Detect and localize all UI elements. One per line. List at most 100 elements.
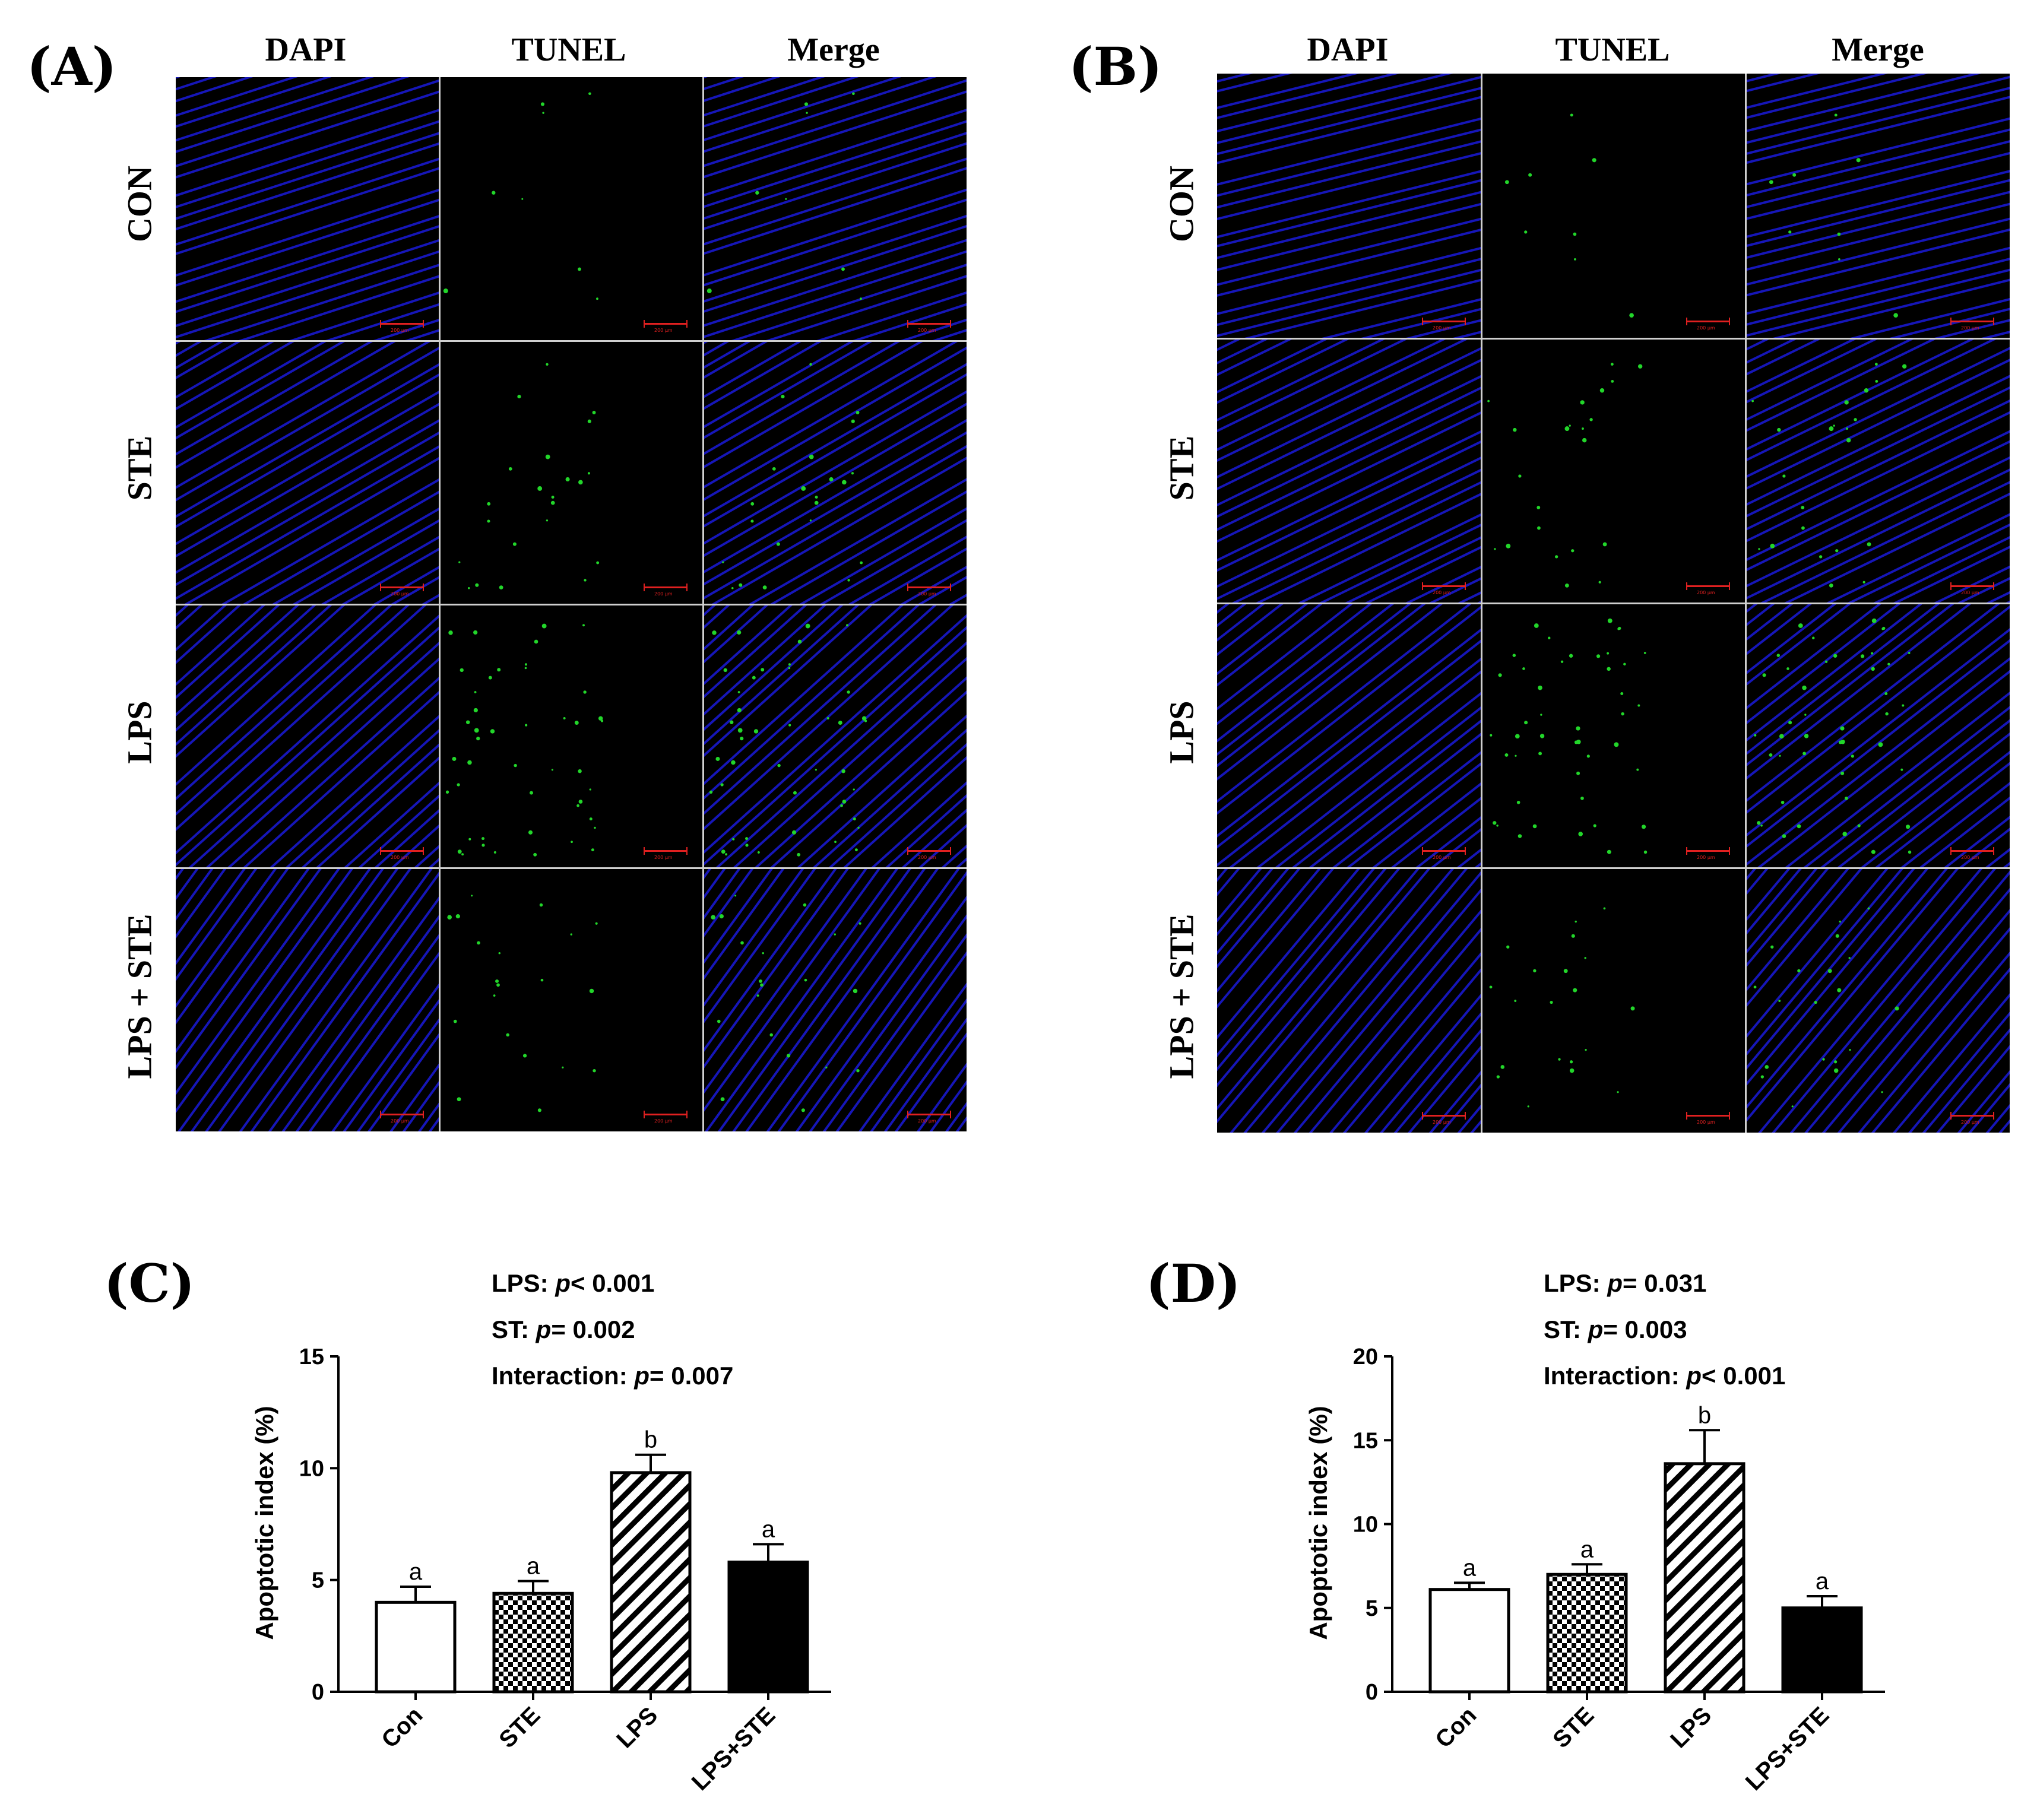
bar-con <box>1428 1588 1510 1694</box>
micrograph-lps-merge: 200 μm <box>703 604 967 868</box>
x-tick-label: Con <box>1430 1702 1481 1753</box>
micrograph-ste-merge: 200 μm <box>703 341 967 604</box>
x-tick-label: STE <box>494 1702 545 1753</box>
micrograph-image <box>176 77 439 341</box>
micrograph-image <box>447 895 598 1112</box>
significance-letter: a <box>1580 1536 1594 1562</box>
p-symbol: p <box>1588 1315 1604 1343</box>
panel-label-c: (C) <box>104 1253 195 1314</box>
scale-bar-label: 200 μm <box>654 591 673 597</box>
x-tick-label: LPS+STE <box>687 1702 781 1793</box>
y-tick-label: 20 <box>1353 1345 1378 1369</box>
y-tick-label: 0 <box>1366 1680 1378 1705</box>
micrograph-lps-ste-merge: 200 μm <box>703 868 967 1131</box>
scale-bar <box>1686 847 1730 855</box>
y-tick-label: 15 <box>1353 1428 1378 1453</box>
micrograph-lps-merge: 200 μm <box>1745 603 2010 868</box>
micrograph-image <box>176 868 439 1131</box>
scale-bar-label: 200 μm <box>1433 325 1451 331</box>
stat-value: = 0.003 <box>1603 1315 1687 1343</box>
column-header-tunel: TUNEL <box>1555 31 1670 68</box>
micrograph-lps-ste-dapi: 200 μm <box>1217 868 1481 1133</box>
scale-bar-label: 200 μm <box>1697 855 1715 860</box>
scale-bar <box>380 1111 424 1118</box>
row-label-con: CON <box>1162 166 1201 242</box>
scale-bar-label: 200 μm <box>1433 590 1451 595</box>
error-bar <box>518 1580 549 1594</box>
scale-bar <box>380 584 424 591</box>
p-symbol: p <box>634 1362 650 1390</box>
scale-bar <box>380 847 424 855</box>
micrograph-con-merge: 200 μm <box>703 77 967 341</box>
micrograph-image <box>1745 603 2010 868</box>
scale-bar <box>1686 318 1730 325</box>
micrograph-ste-dapi: 200 μm <box>1217 338 1481 603</box>
micrograph-image <box>703 77 967 341</box>
micrograph-image <box>1487 363 1643 588</box>
scale-bar-label: 200 μm <box>654 1118 673 1124</box>
bar-chart-c: 0 5 10 15 Apoptotic index (%) a Con a STE b LPS a LP… <box>251 1345 831 1793</box>
scale-bar-label: 200 μm <box>1961 855 1979 860</box>
row-label-ste: STE <box>120 435 159 501</box>
scale-bar-label: 200 μm <box>1697 1120 1715 1125</box>
tile-divider <box>1217 603 2010 604</box>
scale-bar-label: 200 μm <box>654 855 673 860</box>
stat-value: = 0.007 <box>650 1362 734 1390</box>
bar-lps-ste <box>727 1561 809 1694</box>
p-symbol: p <box>555 1269 571 1297</box>
error-bar <box>1689 1429 1720 1464</box>
bar-ste <box>1546 1572 1628 1694</box>
stat-value: < 0.001 <box>1702 1362 1786 1390</box>
scale-bar <box>907 1111 951 1118</box>
scale-bar <box>644 584 688 591</box>
micrograph-image <box>1217 338 1481 603</box>
x-tick-label: STE <box>1548 1702 1599 1753</box>
micrograph-image <box>1745 338 2010 603</box>
scale-bar-label: 200 μm <box>1961 325 1979 331</box>
significance-letter: a <box>527 1553 540 1580</box>
y-axis-label: Apoptotic index (%) <box>1304 1406 1332 1640</box>
stat-label: Interaction: <box>492 1362 635 1390</box>
bar-con <box>375 1600 457 1694</box>
significance-letter: a <box>1816 1568 1829 1594</box>
micrograph-image <box>176 604 439 868</box>
micrograph-image <box>176 341 439 604</box>
scale-bar-label: 200 μm <box>918 591 936 597</box>
micrograph-image <box>703 868 967 1131</box>
scale-bar-label: 200 μm <box>654 328 673 333</box>
x-tick-label: LPS <box>612 1702 663 1753</box>
tile-divider <box>1217 867 2010 869</box>
stat-lps-c: LPS: p< 0.001 <box>492 1269 654 1298</box>
micrograph-image <box>1745 74 2010 338</box>
micrograph-image <box>1217 603 1481 868</box>
scale-bar <box>907 320 951 328</box>
bar-chart-d: 0 5 10 15 20 Apoptotic index (%) a Con a STE b LPS a… <box>1304 1345 1885 1793</box>
scale-bar <box>1422 318 1466 325</box>
scale-bar <box>1686 582 1730 590</box>
stat-label: LPS: <box>492 1269 556 1297</box>
tile-divider <box>1217 338 2010 340</box>
stat-label: ST: <box>1544 1315 1588 1343</box>
micrograph-lps-ste-tunel: 200 μm <box>1481 868 1745 1133</box>
scale-bar-label: 200 μm <box>1433 855 1451 860</box>
scale-bar <box>1950 1112 1994 1120</box>
scale-bar <box>907 847 951 855</box>
tile-divider <box>176 867 967 869</box>
panel-label-a: (A) <box>27 36 117 97</box>
scale-bar-label: 200 μm <box>1433 1120 1451 1125</box>
y-axis-label: Apoptotic index (%) <box>251 1406 278 1640</box>
micrograph-ste-merge: 200 μm <box>1745 338 2010 603</box>
scale-bar-label: 200 μm <box>391 591 409 597</box>
y-tick-label: 10 <box>299 1456 324 1481</box>
tile-divider <box>176 340 967 342</box>
micrograph-image <box>443 92 598 300</box>
error-bar <box>400 1585 431 1603</box>
scale-bar-label: 200 μm <box>1697 325 1715 331</box>
row-label-lps: LPS <box>1162 700 1201 764</box>
x-tick-label: Con <box>376 1702 427 1753</box>
scale-bar <box>1422 847 1466 855</box>
scale-bar <box>380 320 424 328</box>
micrograph-image <box>1490 618 1648 854</box>
significance-letter: a <box>1463 1555 1477 1581</box>
column-header-merge: Merge <box>1832 31 1924 68</box>
